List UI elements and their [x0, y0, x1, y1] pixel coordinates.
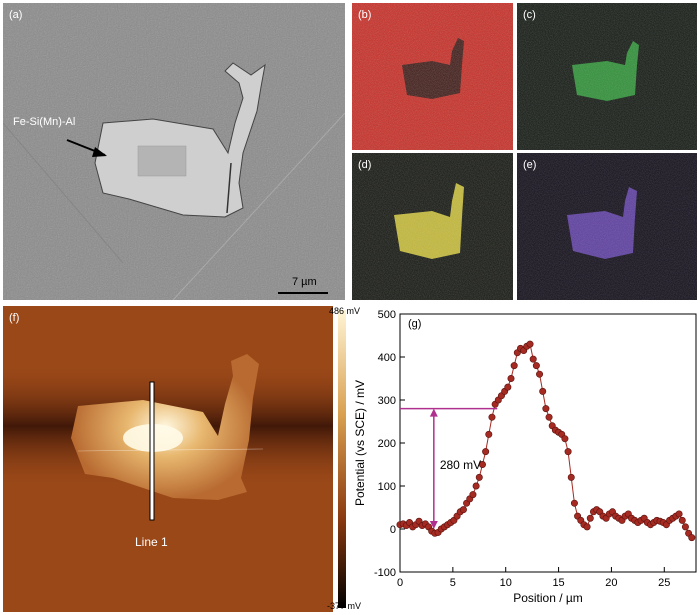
- y-tick-label: -100: [374, 567, 396, 579]
- panel-a-sem-image: (a) Fe-Si(Mn)-Al 7 µm: [3, 3, 345, 300]
- data-point: [507, 375, 515, 383]
- line-1-label: Line 1: [135, 535, 168, 549]
- data-point: [469, 491, 477, 499]
- panel-label-a: (a): [9, 9, 23, 21]
- x-tick-label: 10: [500, 577, 512, 589]
- data-point: [459, 506, 467, 514]
- sem-image: [3, 3, 345, 300]
- colorbar: [338, 310, 346, 608]
- panel-label-c: (c): [523, 9, 536, 21]
- panel-d-eds-map: (d): [352, 153, 513, 300]
- data-point: [478, 461, 486, 469]
- panel-label-e: (e): [523, 159, 537, 171]
- x-tick-label: 25: [658, 577, 670, 589]
- colorbar-max-label: 486 mV: [329, 306, 361, 316]
- data-point: [542, 405, 550, 413]
- phase-annotation: Fe-Si(Mn)-Al: [13, 116, 76, 128]
- plot-frame: [399, 313, 697, 573]
- y-tick-label: 0: [390, 524, 396, 536]
- data-point: [570, 499, 578, 507]
- panel-b-eds-map: (b): [352, 3, 513, 150]
- potential-map: [3, 306, 346, 612]
- data-point: [564, 448, 572, 456]
- annotation-label: 280 mV: [440, 458, 481, 472]
- annotation-arrow-up: [429, 408, 438, 417]
- data-point: [688, 534, 696, 542]
- panel-f-potential-map: (f) Line 1 486 mV -377 mV: [3, 306, 383, 612]
- data-point: [529, 355, 537, 363]
- data-point: [675, 510, 683, 518]
- data-point: [532, 362, 540, 370]
- y-axis-label: Potential (vs SCE) / mV: [353, 380, 367, 506]
- panel-label-f: (f): [9, 312, 20, 324]
- x-tick-label: 15: [552, 577, 564, 589]
- x-axis-label: Position / µm: [513, 591, 583, 605]
- panel-label-b: (b): [358, 9, 372, 21]
- data-point: [526, 340, 534, 348]
- annotation-arrow-down: [429, 521, 438, 529]
- data-point: [488, 413, 496, 421]
- eds-map-d: [352, 153, 513, 300]
- data-point: [567, 473, 575, 481]
- x-tick-label: 20: [605, 577, 617, 589]
- data-point: [472, 482, 480, 490]
- panel-e-eds-map: (e): [517, 153, 697, 300]
- data-point: [586, 514, 594, 522]
- data-point: [545, 413, 553, 421]
- y-tick-label: 400: [378, 352, 396, 364]
- data-point: [510, 362, 518, 370]
- data-point: [678, 516, 686, 524]
- data-point: [475, 473, 483, 481]
- data-point: [482, 448, 490, 456]
- data-point: [561, 435, 569, 443]
- colorbar-min-label: -377 mV: [327, 601, 362, 611]
- eds-map-b: [352, 3, 513, 150]
- y-tick-label: 200: [378, 438, 396, 450]
- y-tick-label: 500: [378, 309, 396, 321]
- data-point: [539, 387, 547, 395]
- x-tick-label: 5: [450, 577, 456, 589]
- y-tick-label: 100: [378, 481, 396, 493]
- panel-g-line-profile: 0 5 10 15 20 25 -100 0 100 200 300 400 500 Position /…: [350, 306, 700, 615]
- eds-map-e: [517, 153, 697, 300]
- data-point: [583, 523, 591, 531]
- data-point: [504, 383, 512, 391]
- series-line: [399, 343, 693, 538]
- data-point: [681, 523, 689, 531]
- panel-c-eds-map: (c): [517, 3, 697, 150]
- scale-bar-label: 7 µm: [292, 276, 317, 288]
- panel-label-d: (d): [358, 159, 372, 171]
- data-point: [485, 430, 493, 438]
- eds-map-c: [517, 3, 697, 150]
- x-tick-label: 0: [397, 577, 403, 589]
- y-tick-label: 300: [378, 395, 396, 407]
- panel-label-g: (g): [408, 318, 422, 330]
- data-point: [536, 370, 544, 378]
